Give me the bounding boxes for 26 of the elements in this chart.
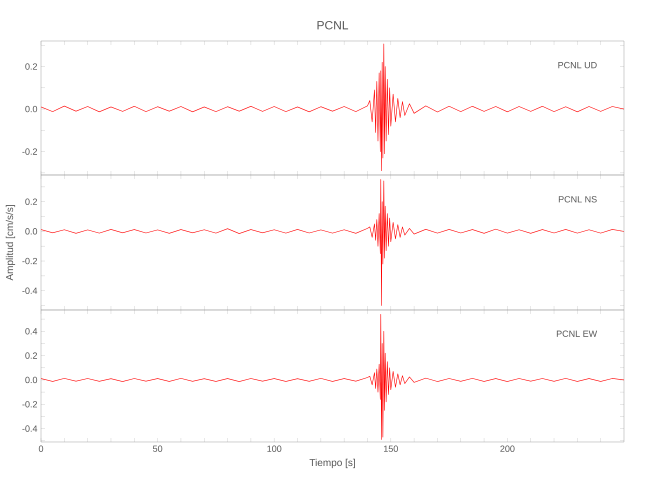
line-series [41, 44, 624, 172]
x-tick-label: 200 [500, 446, 515, 452]
y-tick-label: -0.4 [22, 425, 38, 432]
y-tick-label: 0.0 [25, 106, 38, 112]
x-tick-label: 150 [384, 446, 398, 452]
y-tick-label: 0.2 [25, 352, 38, 359]
x-tick-label: 50 [152, 446, 162, 452]
y-tick-label: 0.2 [25, 63, 38, 70]
x-axis-title: Tiempo [s] [310, 458, 355, 468]
y-tick-label: -0.2 [22, 148, 38, 155]
y-tick-label: 0.0 [25, 228, 38, 235]
x-tick-label: 100 [267, 446, 282, 452]
y-axis-title: Amplitud [cm/s/s] [6, 205, 16, 281]
line-series [41, 179, 624, 306]
y-tick-label: 0.2 [25, 198, 38, 205]
annotation: PCNL UD [558, 62, 597, 68]
y-tick-label: -0.2 [22, 401, 38, 408]
chart-title: PCNL [317, 20, 348, 30]
y-tick-label: -0.2 [22, 258, 38, 264]
annotation: PCNL EW [556, 330, 598, 337]
y-tick-label: 0.0 [25, 376, 38, 384]
annotation: PCNL NS [558, 196, 597, 202]
x-tick-label: 0 [38, 446, 44, 452]
line-series [41, 314, 624, 440]
y-tick-label: 0.4 [25, 328, 38, 334]
y-tick-label: -0.4 [22, 288, 38, 294]
